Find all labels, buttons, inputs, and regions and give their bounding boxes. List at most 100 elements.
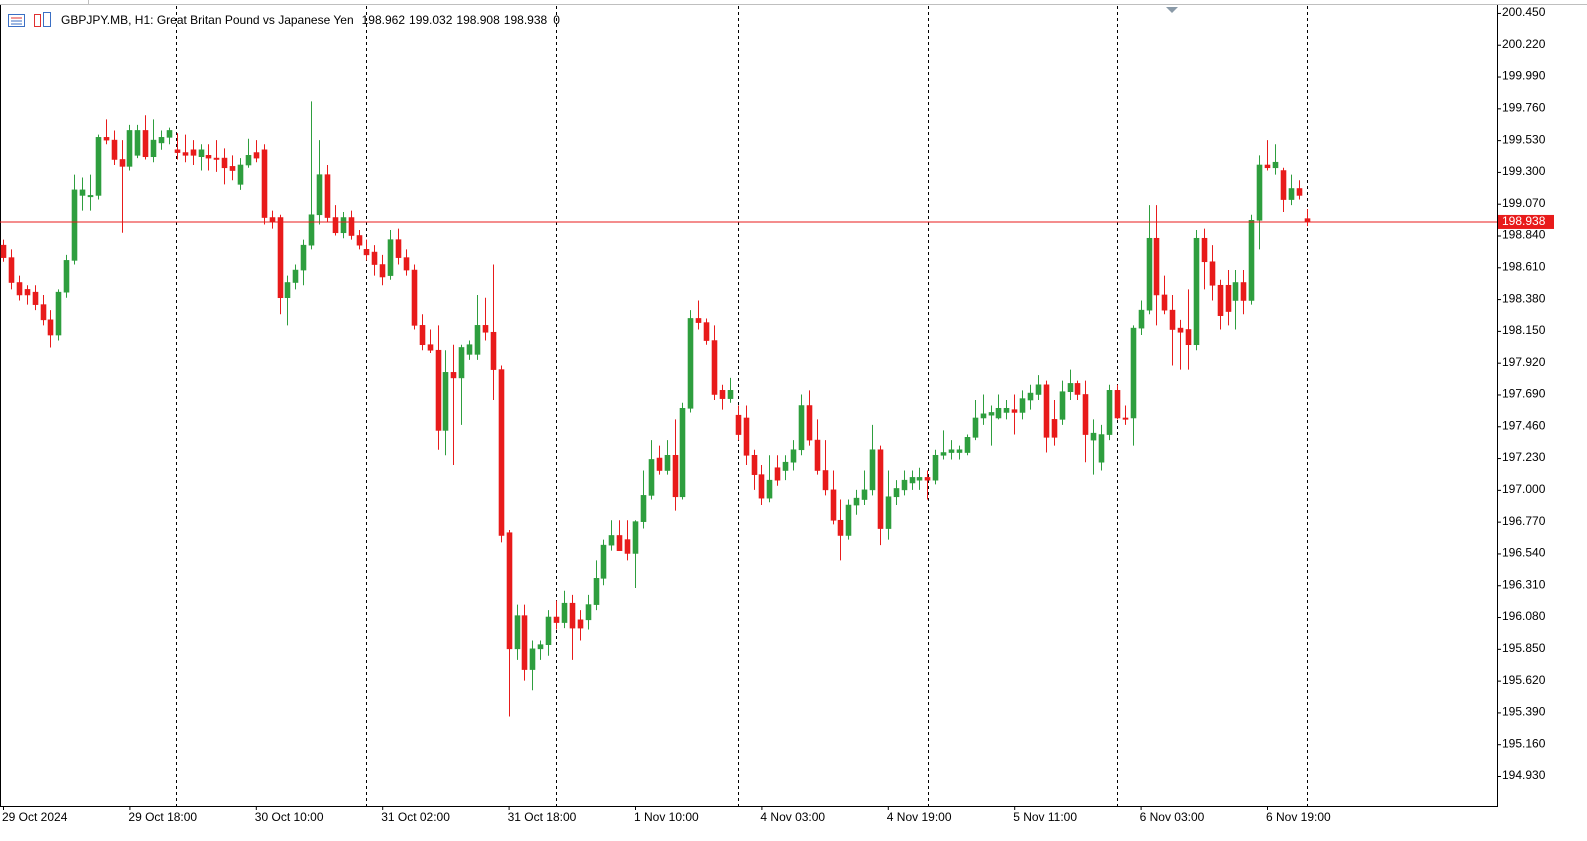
- candle-body: [498, 369, 505, 536]
- candle-body: [514, 615, 521, 650]
- candle-body: [150, 139, 157, 158]
- candle-body: [158, 137, 165, 144]
- x-tick-label: 6 Nov 03:00: [1140, 810, 1205, 824]
- candle-body: [324, 174, 331, 218]
- candle-body: [1027, 392, 1034, 401]
- candle-body: [490, 331, 497, 370]
- x-tick-label: 31 Oct 18:00: [508, 810, 577, 824]
- candle-body: [198, 149, 205, 158]
- candle-body: [1011, 409, 1018, 413]
- candle-body: [1090, 432, 1097, 441]
- y-tick-label: 197.460: [1502, 418, 1546, 432]
- candle-body: [205, 155, 212, 159]
- candle-body: [1232, 282, 1239, 301]
- candle-body: [924, 477, 931, 481]
- candle-body: [703, 322, 710, 341]
- candle-body: [600, 544, 607, 579]
- candle-body: [893, 488, 900, 498]
- shift-marker: [1166, 7, 1178, 13]
- candle-body: [1177, 327, 1184, 333]
- y-tick-label: 195.620: [1502, 673, 1546, 687]
- candle-body: [79, 189, 86, 196]
- candle-body: [356, 235, 363, 246]
- candle-body: [1098, 434, 1105, 463]
- y-tick-label: 197.920: [1502, 355, 1546, 369]
- y-tick-label: 197.690: [1502, 387, 1546, 401]
- price-label-box: [1498, 214, 1554, 229]
- candle-body: [830, 489, 837, 521]
- candle-body: [956, 449, 963, 453]
- candle-body: [1146, 237, 1153, 311]
- candle-body: [711, 340, 718, 395]
- x-tick-label: 29 Oct 2024: [2, 810, 68, 824]
- candle-body: [1019, 398, 1026, 413]
- header-icons: [8, 12, 51, 27]
- candle-body: [1296, 188, 1303, 196]
- y-tick-label: 194.930: [1502, 768, 1546, 782]
- x-tick-label: 1 Nov 10:00: [634, 810, 699, 824]
- candle-body: [253, 152, 260, 159]
- candle-body: [798, 405, 805, 451]
- candle-body: [1082, 394, 1089, 435]
- candle-body: [1185, 329, 1192, 346]
- candle-body: [980, 413, 987, 419]
- y-tick-label: 195.160: [1502, 736, 1546, 750]
- candle-body: [909, 477, 916, 484]
- y-tick-label: 195.850: [1502, 641, 1546, 655]
- x-tick-label: 29 Oct 18:00: [128, 810, 197, 824]
- candle-body: [1153, 237, 1160, 296]
- candle-body: [0, 244, 7, 258]
- candle-body: [221, 157, 228, 169]
- candle-body: [585, 604, 592, 621]
- y-tick-label: 196.540: [1502, 546, 1546, 560]
- candle-body: [648, 459, 655, 496]
- candles: [0, 101, 1311, 717]
- x-tick-label: 4 Nov 03:00: [760, 810, 825, 824]
- candle-body: [466, 344, 473, 355]
- y-tick-label: 199.760: [1502, 100, 1546, 114]
- candle-body: [119, 159, 126, 167]
- candle-body: [474, 325, 481, 355]
- candle-body: [948, 449, 955, 453]
- candle-body: [837, 519, 844, 536]
- candle-body: [300, 244, 307, 271]
- x-tick-label: 4 Nov 19:00: [887, 810, 952, 824]
- candle-body: [419, 325, 426, 346]
- candle-body: [427, 344, 434, 351]
- candle-body: [1256, 164, 1263, 221]
- y-tick-label: 199.070: [1502, 196, 1546, 210]
- x-tick-label: 30 Oct 10:00: [255, 810, 324, 824]
- candle-body: [63, 260, 70, 293]
- price-label: 198.938: [1502, 214, 1546, 228]
- y-tick-label: 197.000: [1502, 482, 1546, 496]
- candle-body: [506, 532, 513, 650]
- candle-body: [435, 349, 442, 431]
- candle-body: [24, 289, 31, 296]
- candle-body: [664, 454, 671, 471]
- candle-body: [1051, 419, 1058, 438]
- candle-body: [916, 477, 923, 481]
- candle-body: [379, 264, 386, 278]
- y-tick-label: 196.080: [1502, 609, 1546, 623]
- header-open: 198.962: [362, 13, 406, 27]
- y-tick-label: 198.380: [1502, 291, 1546, 305]
- candle-body: [174, 149, 181, 153]
- candle-body: [608, 535, 615, 546]
- candle-body: [1130, 327, 1137, 419]
- candle-body: [450, 372, 457, 379]
- candle-body: [134, 130, 141, 156]
- candle-body: [142, 130, 149, 158]
- candle-body: [308, 214, 315, 246]
- candle-body: [1201, 237, 1208, 263]
- candle-body: [403, 257, 410, 271]
- candle-body: [1059, 391, 1066, 420]
- candle-body: [1193, 237, 1200, 346]
- candle-body: [1209, 261, 1216, 286]
- candle-body: [877, 449, 884, 529]
- y-tick-label: 200.450: [1502, 5, 1546, 19]
- candle-body: [632, 521, 639, 554]
- y-tick-label: 198.840: [1502, 228, 1546, 242]
- y-tick-label: 198.610: [1502, 259, 1546, 273]
- candle-body: [743, 417, 750, 456]
